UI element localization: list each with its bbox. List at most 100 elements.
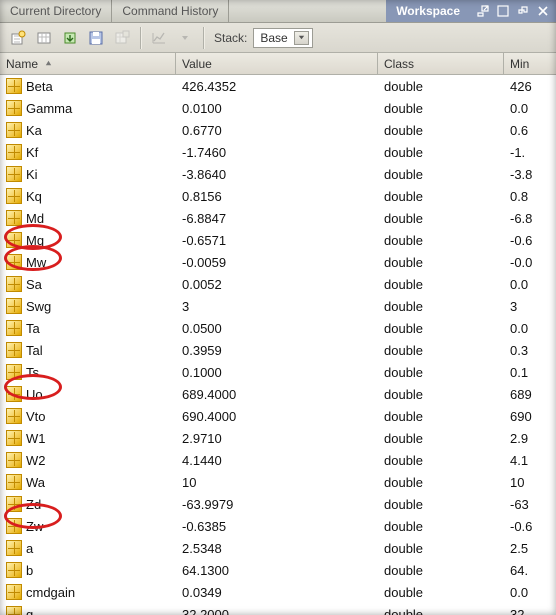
stack-select-value: Base <box>260 31 287 45</box>
maximize-icon[interactable] <box>516 4 530 18</box>
variable-name: W1 <box>26 431 46 446</box>
cell-class: double <box>378 343 504 358</box>
cell-value: -63.9979 <box>176 497 378 512</box>
table-row[interactable]: g32.2000double32. <box>0 603 556 615</box>
stack-select[interactable]: Base <box>253 28 312 48</box>
variable-icon <box>6 276 22 292</box>
minimize-icon[interactable] <box>496 4 510 18</box>
delete-variable-button[interactable] <box>110 26 134 50</box>
table-row[interactable]: Vto690.4000double690 <box>0 405 556 427</box>
variable-name: a <box>26 541 33 556</box>
table-row[interactable]: Kf-1.7460double-1. <box>0 141 556 163</box>
table-row[interactable]: Ta0.0500double0.0 <box>0 317 556 339</box>
header-name[interactable]: Name <box>0 53 176 74</box>
close-icon[interactable] <box>536 4 550 18</box>
cell-value: 0.6770 <box>176 123 378 138</box>
table-row[interactable]: Mw-0.0059double-0.0 <box>0 251 556 273</box>
cell-min: 0.0 <box>504 585 556 600</box>
table-row[interactable]: cmdgain0.0349double0.0 <box>0 581 556 603</box>
variable-name: Mw <box>26 255 46 270</box>
cell-value: 426.4352 <box>176 79 378 94</box>
cell-min: 689 <box>504 387 556 402</box>
cell-class: double <box>378 211 504 226</box>
table-row[interactable]: Md-6.8847double-6.8 <box>0 207 556 229</box>
toolbar-separator-2 <box>203 27 204 49</box>
tab-bar: Current Directory Command History Worksp… <box>0 0 556 23</box>
table-row[interactable]: Mq-0.6571double-0.6 <box>0 229 556 251</box>
variable-name: Ta <box>26 321 40 336</box>
variable-icon <box>6 166 22 182</box>
variable-icon <box>6 254 22 270</box>
table-row[interactable]: Wa10double10 <box>0 471 556 493</box>
cell-value: 0.0052 <box>176 277 378 292</box>
plot-dropdown-button[interactable] <box>173 26 197 50</box>
cell-value: -1.7460 <box>176 145 378 160</box>
cell-name: W1 <box>0 430 176 446</box>
cell-class: double <box>378 79 504 94</box>
variable-icon <box>6 298 22 314</box>
variable-icon <box>6 430 22 446</box>
save-workspace-button[interactable] <box>84 26 108 50</box>
table-row[interactable]: Ki-3.8640double-3.8 <box>0 163 556 185</box>
variable-icon <box>6 122 22 138</box>
sort-ascending-icon <box>44 57 53 71</box>
table-row[interactable]: Gamma0.0100double0.0 <box>0 97 556 119</box>
cell-value: -6.8847 <box>176 211 378 226</box>
table-row[interactable]: Uo689.4000double689 <box>0 383 556 405</box>
cell-value: -0.0059 <box>176 255 378 270</box>
tab-command-history[interactable]: Command History <box>112 0 229 22</box>
cell-name: cmdgain <box>0 584 176 600</box>
table-row[interactable]: Tal0.3959double0.3 <box>0 339 556 361</box>
table-row[interactable]: Swg3double3 <box>0 295 556 317</box>
cell-min: 10 <box>504 475 556 490</box>
header-value[interactable]: Value <box>176 53 378 74</box>
table-row[interactable]: Sa0.0052double0.0 <box>0 273 556 295</box>
table-row[interactable]: W24.1440double4.1 <box>0 449 556 471</box>
variable-icon <box>6 342 22 358</box>
undock-icon[interactable] <box>476 4 490 18</box>
table-row[interactable]: Zd-63.9979double-63 <box>0 493 556 515</box>
cell-min: 32. <box>504 607 556 615</box>
cell-value: 0.0500 <box>176 321 378 336</box>
cell-name: Md <box>0 210 176 226</box>
header-min[interactable]: Min <box>504 53 556 74</box>
cell-min: -63 <box>504 497 556 512</box>
table-row[interactable]: Ts0.1000double0.1 <box>0 361 556 383</box>
variable-name: Ts <box>26 365 39 380</box>
table-row[interactable]: Ka0.6770double0.6 <box>0 119 556 141</box>
table-row[interactable]: a2.5348double2.5 <box>0 537 556 559</box>
table-row[interactable]: b64.1300double64. <box>0 559 556 581</box>
variable-name: Ka <box>26 123 42 138</box>
table-row[interactable]: Kq0.8156double0.8 <box>0 185 556 207</box>
variable-icon <box>6 144 22 160</box>
variable-name: Gamma <box>26 101 72 116</box>
window-controls <box>470 0 556 22</box>
cell-class: double <box>378 299 504 314</box>
variable-name: Beta <box>26 79 53 94</box>
variable-icon <box>6 606 22 615</box>
cell-name: W2 <box>0 452 176 468</box>
variable-icon <box>6 386 22 402</box>
cell-min: 426 <box>504 79 556 94</box>
cell-name: Zw <box>0 518 176 534</box>
header-class[interactable]: Class <box>378 53 504 74</box>
cell-name: a <box>0 540 176 556</box>
plot-button[interactable] <box>147 26 171 50</box>
open-variable-button[interactable] <box>32 26 56 50</box>
import-data-button[interactable] <box>58 26 82 50</box>
cell-class: double <box>378 497 504 512</box>
cell-min: 690 <box>504 409 556 424</box>
cell-name: Swg <box>0 298 176 314</box>
variable-icon <box>6 364 22 380</box>
variable-name: Sa <box>26 277 42 292</box>
tab-workspace[interactable]: Workspace <box>386 0 470 22</box>
cell-name: Sa <box>0 276 176 292</box>
cell-min: 64. <box>504 563 556 578</box>
cell-min: 3 <box>504 299 556 314</box>
table-row[interactable]: Beta 426.4352double426 <box>0 75 556 97</box>
table-row[interactable]: W12.9710double2.9 <box>0 427 556 449</box>
tab-current-directory[interactable]: Current Directory <box>0 0 112 22</box>
new-variable-button[interactable] <box>6 26 30 50</box>
cell-class: double <box>378 431 504 446</box>
table-row[interactable]: Zw-0.6385double-0.6 <box>0 515 556 537</box>
